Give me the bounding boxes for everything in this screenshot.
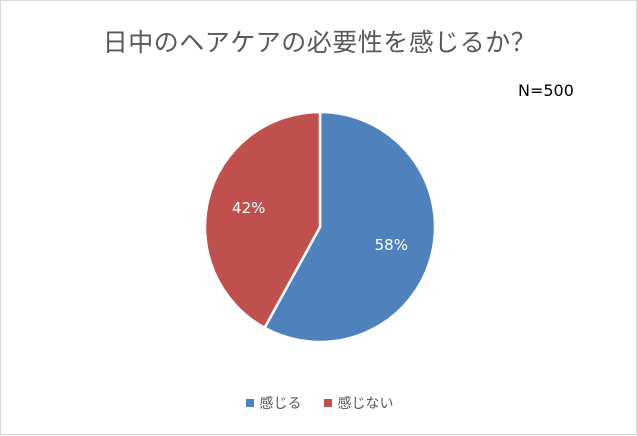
data-label-1: 42% <box>232 199 265 217</box>
legend-label-1: 感じない <box>337 396 394 412</box>
legend-swatch-0 <box>245 399 254 407</box>
legend: 感じる 感じない <box>1 393 637 413</box>
pie-slice-0 <box>263 110 437 344</box>
sample-size-note: N=500 <box>518 81 574 100</box>
data-label-0: 58% <box>375 236 408 254</box>
legend-item-0: 感じる <box>245 393 302 413</box>
pie-slice-1 <box>203 110 322 330</box>
chart-title: 日中のヘアケアの必要性を感じるか？ <box>102 28 537 57</box>
legend-swatch-1 <box>323 399 332 407</box>
legend-item-1: 感じない <box>323 393 394 413</box>
legend-label-0: 感じる <box>259 396 302 412</box>
